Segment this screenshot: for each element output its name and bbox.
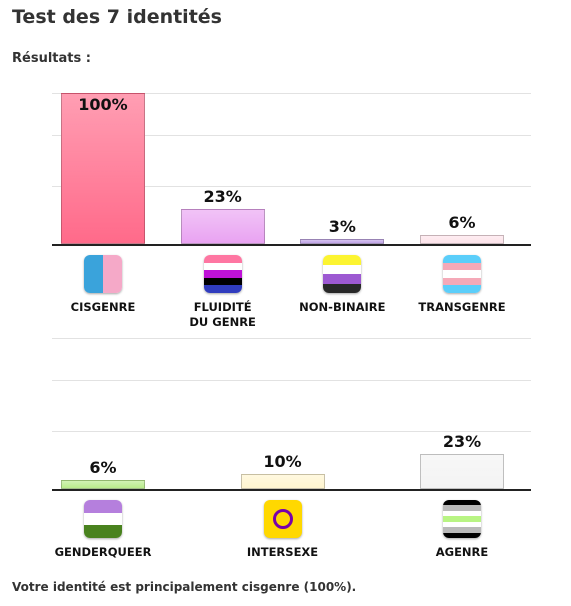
chart: 100% CISGENRE 23% FLUIDITÉ DU GENRE 3% NON-BI… [0,93,571,333]
background-line [52,431,531,432]
value-label: 10% [263,451,302,471]
background-line [52,186,531,187]
baseline [52,489,531,491]
background-line [52,380,531,381]
bar [61,93,145,244]
value-label: 6% [448,212,476,232]
value-label: 3% [328,217,356,237]
category-label: NON-BINAIRE [299,300,386,314]
baseline [52,244,531,246]
flag-icon [443,500,481,538]
bar [61,479,145,489]
bar [420,234,504,244]
category-label: CISGENRE [70,300,136,314]
flag-icon [323,255,362,293]
bar [180,209,265,244]
bar [300,239,385,244]
value-label: 23% [203,187,242,207]
chart: 6% GENDERQUEER 10% INTERSEXE 23% AGENRE [0,338,571,568]
flag-icon [443,255,481,293]
flag-ring [272,509,293,529]
category-label: TRANSGENRE [418,300,506,314]
result-text: Votre identité est principalement cisgen… [12,580,357,594]
flag-icon [84,255,122,293]
category-label: GENDERQUEER [54,545,152,559]
category-label: AGENRE [435,545,489,559]
value-label: 6% [89,457,117,477]
background-line [52,93,531,94]
page-title: Test des 7 identités [12,6,222,28]
category-label: FLUIDITÉ DU GENRE [189,300,256,329]
value-label: 100% [78,95,128,114]
background-line [52,135,531,136]
value-label: 23% [442,432,482,452]
subtitle: Résultats : [12,51,91,66]
background-line [52,338,531,339]
bar [240,473,325,489]
bar [420,454,504,489]
flag-icon [263,500,302,538]
flag-icon [84,500,122,538]
category-label: INTERSEXE [246,545,319,559]
flag-icon [203,255,242,293]
